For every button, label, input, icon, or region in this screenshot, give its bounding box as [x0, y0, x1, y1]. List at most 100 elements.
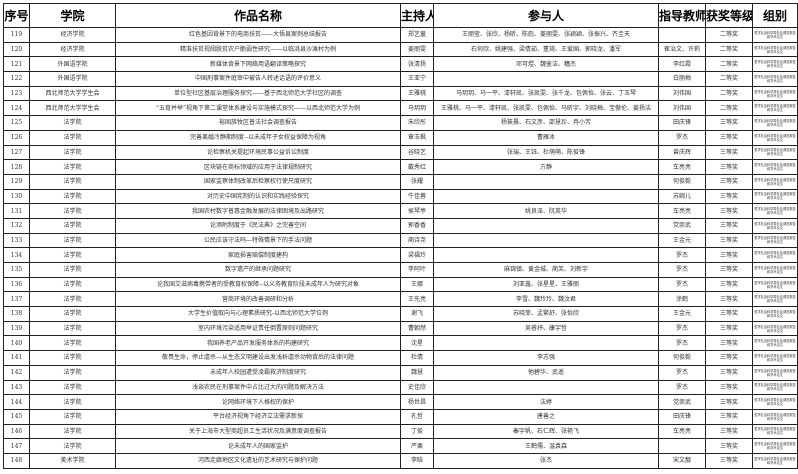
- cell-members: [433, 247, 659, 263]
- cell-group: 哲学社会科学类社会调查报告和学术论文: [752, 144, 798, 161]
- cell-award: 三等奖: [705, 364, 753, 381]
- cell-advisor: 车亮亮: [658, 159, 706, 175]
- cell-college: 法学院: [29, 423, 116, 440]
- cell-host: 孔哲: [400, 408, 434, 425]
- header-row: 序号 学院 作品名称 主持人 参与人 指导教师 获奖等级 组别: [3, 3, 798, 28]
- cell-award: 二等奖: [705, 85, 753, 102]
- cell-title: 关于上海市大型商超员工生活状况及满意度调查报告: [115, 423, 401, 440]
- cell-college: 经济学院: [29, 41, 116, 58]
- cell-advisor: 曾庆辉: [658, 144, 706, 161]
- cell-group: 哲学社会科学类社会调查报告和学术论文: [752, 247, 798, 263]
- cell-group: 哲学社会科学类社会调查报告和学术论文: [752, 452, 798, 469]
- cell-college: 法学院: [29, 364, 116, 381]
- cell-no: 119: [3, 27, 30, 43]
- cell-advisor: 罗杰: [658, 335, 706, 352]
- cell-no: 133: [3, 232, 30, 249]
- cell-title: 对历史中国宪制的认识和实践经验探究: [115, 188, 401, 205]
- cell-host: 杨世昌: [400, 394, 434, 410]
- table-row: 123 西北师范大学学生会 单位型社区基层治理服务探究——基于西北师范大学社区的调查…: [3, 85, 798, 102]
- cell-host: 谢飞: [400, 306, 434, 322]
- cell-group: 哲学社会科学类社会调查报告和学术论文: [752, 276, 798, 293]
- cell-advisor: 罗杰: [658, 379, 706, 396]
- cell-title: 平台经济视角下经济立法需求新探: [115, 408, 401, 425]
- table-row: 127 法学院 论检察机关提起环境民事公益诉讼制度 谷晓艺 张瑞、王钰、杜萌萌、陈俊锋曾…: [3, 144, 798, 161]
- cell-host: 郭香香: [400, 217, 434, 234]
- cell-no: 122: [3, 71, 30, 87]
- cell-award: 二等奖: [705, 56, 753, 73]
- cell-host: 史佳欣: [400, 379, 434, 396]
- table-row: 128 法学院 区块链在商标领域的应用于法律规制研究 戴秀红 方静 车亮亮 三等奖 哲学社会科…: [3, 159, 798, 175]
- cell-group: 哲学社会科学类社会调查报告和学术论文: [752, 320, 798, 337]
- cell-award: 二等奖: [705, 41, 753, 58]
- cell-no: 134: [3, 247, 30, 263]
- cell-advisor: 田庆锋: [658, 408, 706, 425]
- cell-no: 130: [3, 188, 30, 205]
- cell-host: 朱欣彤: [400, 115, 434, 131]
- cell-award: 三等奖: [705, 423, 753, 440]
- cell-title: 红色基因背景下的电商扶贫——大悟县案例总结报告: [115, 27, 401, 43]
- cell-advisor: 党崇武: [658, 394, 706, 410]
- cell-members: 李志强: [433, 350, 659, 366]
- cell-advisor: 何俊毅: [658, 173, 706, 190]
- cell-host: 张耀: [400, 173, 434, 190]
- table-row: 138 法学院 大学生价值取向与心理素质研究-以西北师范大学位例 谢飞 苏晓菲、孟繁舒、…: [3, 306, 798, 322]
- cell-award: 三等奖: [705, 203, 753, 219]
- cell-college: 法学院: [29, 115, 116, 131]
- cell-award: 三等奖: [705, 129, 753, 146]
- cell-title: 中国刑事案件庭审中被告人转述话语的评价意义: [115, 71, 401, 87]
- cell-award: 三等奖: [705, 232, 753, 249]
- cell-college: 法学院: [29, 438, 116, 454]
- cell-members: 他碧华、武遥: [433, 364, 659, 381]
- cell-title: “五育并举”视角下第二课堂体系建设与实施模式探究——以西北师范大学为例: [115, 100, 401, 117]
- cell-title: 论检察机关提起环境民事公益诉讼制度: [115, 144, 401, 161]
- cell-members: [433, 335, 659, 352]
- cell-title: 大学生价值取向与心理素质研究-以西北师范大学位例: [115, 306, 401, 322]
- cell-members: 麻锦镇、黄金城、蔺芙、刘新宇: [433, 262, 659, 278]
- cell-group: 哲学社会科学类社会调查报告和学术论文: [752, 306, 798, 322]
- cell-college: 法学院: [29, 129, 116, 146]
- cell-host: 马玥玥: [400, 100, 434, 117]
- cell-group: 哲学社会科学类社会调查报告和学术论文: [752, 394, 798, 410]
- cell-college: 法学院: [29, 217, 116, 234]
- cell-award: 三等奖: [705, 452, 753, 469]
- cell-college: 法学院: [29, 232, 116, 249]
- cell-college: 法学院: [29, 291, 116, 308]
- table-row: 133 法学院 公民应该守法吗—特殊情景下的手法问题 蔺诗尧 王金元 三等奖 哲学社会科学类…: [3, 232, 798, 249]
- cell-members: 杨筱晨、石文彦、邵慧珍、冉小芳: [433, 115, 659, 131]
- cell-host: 谷晓艺: [400, 144, 434, 161]
- table-row: 134 法学院 家庭损害赔偿制度建构 梁福玲 罗杰 三等奖 哲学社会科学类社会调查报告和学术…: [3, 247, 798, 263]
- cell-award: 三等奖: [705, 291, 753, 308]
- cell-group: 哲学社会科学类社会调查报告和学术论文: [752, 217, 798, 234]
- cell-host: 王先亮: [400, 291, 434, 308]
- cell-no: 147: [3, 438, 30, 454]
- cell-award: 三等奖: [705, 320, 753, 337]
- cell-advisor: 宋文靓: [658, 452, 706, 469]
- cell-members: 石何欣、姚建强、梁倩茹、董琦、王爱国、郭晓龙、潘军: [433, 41, 659, 58]
- cell-college: 法学院: [29, 408, 116, 425]
- cell-group: 哲学社会科学类社会调查报告和学术论文: [752, 27, 798, 43]
- cell-no: 143: [3, 379, 30, 396]
- cell-award: 三等奖: [705, 379, 753, 396]
- cell-award: 三等奖: [705, 350, 753, 366]
- table-row: 124 西北师范大学学生会 “五育并举”视角下第二课堂体系建设与实施模式探究——以西…: [3, 100, 798, 117]
- cell-advisor: 刘伟国: [658, 85, 706, 102]
- cell-members: 曹雁冰: [433, 129, 659, 146]
- cell-members: 唐善之: [433, 408, 659, 425]
- cell-award: 三等奖: [705, 115, 753, 131]
- cell-members: [433, 173, 659, 190]
- cell-advisor: 罗杰: [658, 320, 706, 337]
- cell-no: 141: [3, 350, 30, 366]
- cell-no: 124: [3, 100, 30, 117]
- cell-host: 郑艺童: [400, 27, 434, 43]
- cell-title: 区块链在商标领域的应用于法律规制研究: [115, 159, 401, 175]
- cell-title: 论未成年人的国家监护: [115, 438, 401, 454]
- cell-host: 丁俊: [400, 423, 434, 440]
- cell-advisor: 田庆锋: [658, 115, 706, 131]
- cell-group: 哲学社会科学类社会调查报告和学术论文: [752, 335, 798, 352]
- header-no: 序号: [3, 3, 30, 28]
- cell-college: 法学院: [29, 335, 116, 352]
- cell-award: 三等奖: [705, 394, 753, 410]
- cell-advisor: 白丽梅: [658, 71, 706, 87]
- cell-no: 121: [3, 56, 30, 73]
- table-row: 140 法学院 我国养老产品开发服务体系的构建研究 沈星 罗杰 三等奖 哲学社会科学类社会调…: [3, 335, 798, 352]
